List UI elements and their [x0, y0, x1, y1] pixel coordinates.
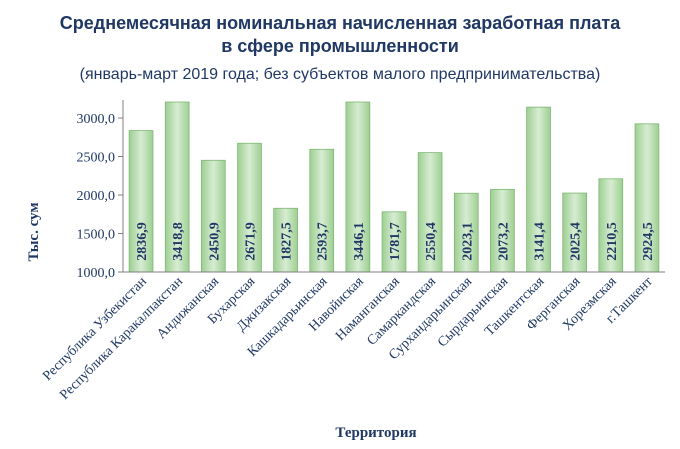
y-tick-label: 1500,0	[77, 228, 116, 243]
chart-title-line1: Среднемесячная номинальная начисленная з…	[59, 13, 621, 33]
value-label: 2924,5	[641, 222, 656, 261]
value-label: 3446,1	[352, 222, 367, 261]
value-label: 2836,9	[135, 222, 150, 261]
y-axis: 1000,0 1500,0 2000,0 2500,0 3000,0	[77, 100, 665, 281]
y-tick-label: 2000,0	[77, 189, 116, 204]
value-label: 2210,5	[605, 222, 620, 261]
value-label: 3418,8	[171, 222, 186, 261]
value-label: 2671,9	[243, 222, 258, 261]
value-label: 1781,7	[388, 222, 403, 261]
value-label: 3141,4	[533, 222, 548, 261]
value-label: 2550,4	[424, 222, 439, 261]
y-axis-label: Тыс. сум	[26, 202, 42, 261]
value-label: 2593,7	[316, 222, 331, 261]
y-tick-label: 2500,0	[77, 151, 116, 166]
chart-title-line2: в сфере промышленности	[221, 36, 459, 56]
value-label: 2025,4	[569, 222, 584, 261]
y-tick-label: 3000,0	[77, 112, 116, 127]
x-axis-label: Территория	[335, 425, 416, 441]
chart-subtitle: (январь-март 2019 года; без субъектов ма…	[79, 66, 601, 83]
value-label: 2023,1	[460, 222, 475, 261]
y-tick-label: 1000,0	[77, 266, 116, 281]
value-labels: 2836,9 3418,8 2450,9 2671,9 1827,5 2593,7 3446…	[135, 222, 656, 261]
value-label: 2073,2	[496, 222, 511, 261]
value-label: 2450,9	[207, 222, 222, 261]
value-label: 1827,5	[280, 222, 295, 261]
